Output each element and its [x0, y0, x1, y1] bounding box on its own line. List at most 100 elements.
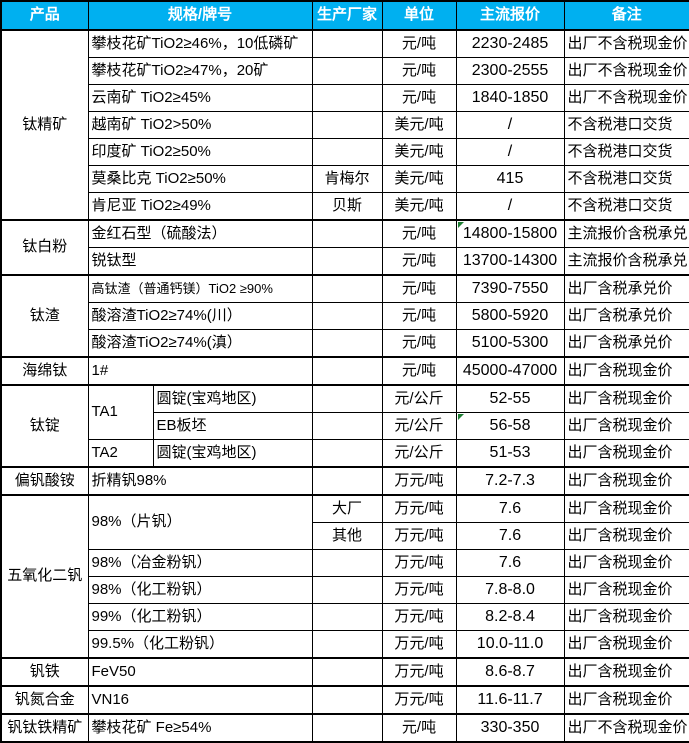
col-header-unit: 单位: [381, 0, 457, 31]
spec-cell: 99%（化工粉钒）: [87, 603, 313, 631]
table-row: 钒钛铁精矿 攀枝花矿 Fe≥54% 元/吨 330-350 出厂不含税现金价: [0, 713, 689, 743]
spec-cell: 云南矿 TiO2≥45%: [87, 84, 313, 112]
unit-cell: 美元/吨: [381, 192, 457, 221]
note-cell: 出厂含税现金价: [563, 630, 689, 659]
table-row: 99.5%（化工粉钒） 万元/吨 10.0-11.0 出厂含税现金价: [1, 630, 689, 659]
note-cell: 不含税港口交货: [563, 138, 689, 166]
product-cell: 钛白粉: [0, 219, 89, 276]
unit-cell: 元/吨: [381, 329, 457, 358]
manufacturer-cell: [311, 384, 383, 413]
table-row: 钛渣 高钛渣（普通钙镁）TiO2 ≥90% 元/吨 7390-7550 出厂含税…: [0, 274, 689, 358]
manufacturer-cell: [311, 685, 383, 715]
price-cell: 14800-15800: [455, 219, 565, 248]
product-cell: 钛锭: [0, 384, 89, 468]
note-cell: 出厂含税现金价: [563, 685, 689, 715]
unit-cell: 元/公斤: [381, 412, 457, 440]
grade-cell: TA2: [87, 439, 154, 468]
price-value: 14800-15800: [462, 225, 558, 243]
table-row: 莫桑比克 TiO2≥50% 肯梅尔 美元/吨 415 不含税港口交货: [1, 165, 689, 193]
note-cell: 出厂含税承兑价: [563, 274, 689, 303]
price-cell: 8.6-8.7: [455, 657, 565, 687]
spec-cell: 攀枝花矿TiO2≥47%，20矿: [87, 57, 313, 85]
note-cell: 出厂含税现金价: [563, 466, 689, 496]
manufacturer-cell: [311, 603, 383, 631]
spec-cell: 越南矿 TiO2>50%: [87, 111, 313, 139]
unit-cell: 元/吨: [381, 247, 457, 276]
header-row: 产品 规格/牌号 生产厂家 单位 主流报价 备注: [0, 0, 689, 31]
spec-cell: 攀枝花矿 Fe≥54%: [87, 713, 313, 743]
col-header-manufacturer: 生产厂家: [311, 0, 383, 31]
table-row: 锐钛型 元/吨 13700-14300 主流报价含税承兑: [1, 247, 689, 276]
table-row: 攀枝花矿TiO2≥47%，20矿 元/吨 2300-2555 出厂不含税现金价: [1, 57, 689, 85]
spec-cell: 98%（化工粉钒）: [87, 576, 313, 604]
manufacturer-cell: [311, 630, 383, 659]
table-row: 98%（冶金粉钒） 万元/吨 7.6 出厂含税现金价: [1, 549, 689, 577]
product-cell: 钛渣: [0, 274, 89, 358]
spec-cell: VN16: [87, 685, 313, 715]
manufacturer-cell: 大厂: [311, 494, 383, 523]
spec-cell: 98%（冶金粉钒）: [87, 549, 313, 577]
unit-cell: 万元/吨: [381, 630, 457, 659]
table-row: 肯尼亚 TiO2≥49% 贝斯 美元/吨 / 不含税港口交货: [1, 192, 689, 221]
price-cell: 10.0-11.0: [455, 630, 565, 659]
unit-cell: 美元/吨: [381, 165, 457, 193]
price-cell: 56-58: [455, 412, 565, 440]
unit-cell: 万元/吨: [381, 685, 457, 715]
unit-cell: 美元/吨: [381, 138, 457, 166]
manufacturer-cell: [311, 329, 383, 358]
product-cell: 钒钛铁精矿: [0, 713, 89, 743]
manufacturer-cell: [311, 412, 383, 440]
spec-cell: 酸溶渣TiO2≥74%(滇）: [87, 329, 313, 358]
table-row: 98%（化工粉钒） 万元/吨 7.8-8.0 出厂含税现金价: [1, 576, 689, 604]
unit-cell: 元/吨: [381, 356, 457, 386]
unit-cell: 万元/吨: [381, 522, 457, 550]
price-cell: 52-55: [455, 384, 565, 413]
note-cell: 出厂不含税现金价: [563, 84, 689, 112]
manufacturer-cell: 肯梅尔: [311, 165, 383, 193]
price-cell: /: [455, 192, 565, 221]
note-cell: 出厂不含税现金价: [563, 29, 689, 58]
price-cell: 45000-47000: [455, 356, 565, 386]
spec-cell: 金红石型（硫酸法）: [87, 219, 313, 248]
price-cell: 415: [455, 165, 565, 193]
spec-cell: FeV50: [87, 657, 313, 687]
table-row: 酸溶渣TiO2≥74%(滇） 元/吨 5100-5300 出厂含税承兑价: [1, 329, 689, 358]
price-cell: /: [455, 111, 565, 139]
unit-cell: 万元/吨: [381, 603, 457, 631]
manufacturer-cell: 贝斯: [311, 192, 383, 221]
spec-cell: 99.5%（化工粉钒）: [87, 630, 313, 659]
note-cell: 出厂含税现金价: [563, 439, 689, 468]
price-cell: 5800-5920: [455, 302, 565, 330]
table-row: 钒氮合金 VN16 万元/吨 11.6-11.7 出厂含税现金价: [0, 685, 689, 715]
green-corner-flag-icon: [457, 414, 464, 420]
price-cell: 5100-5300: [455, 329, 565, 358]
price-value: 56-58: [489, 417, 531, 435]
price-cell: 11.6-11.7: [455, 685, 565, 715]
unit-cell: 元/吨: [381, 713, 457, 743]
unit-cell: 元/吨: [381, 29, 457, 58]
table-row: EB板坯 元/公斤 56-58 出厂含税现金价: [1, 412, 689, 440]
spec-cell: 1#: [87, 356, 313, 386]
green-corner-flag-icon: [457, 222, 464, 228]
note-cell: 出厂含税现金价: [563, 412, 689, 440]
note-cell: 出厂含税现金价: [563, 522, 689, 550]
note-cell: 主流报价含税承兑: [563, 219, 689, 248]
product-cell: 钒氮合金: [0, 685, 89, 715]
manufacturer-cell: [311, 356, 383, 386]
note-cell: 出厂含税现金价: [563, 494, 689, 523]
product-cell: 五氧化二钒: [0, 494, 89, 659]
note-cell: 出厂含税承兑价: [563, 329, 689, 358]
spec-cell: 印度矿 TiO2≥50%: [87, 138, 313, 166]
note-cell: 出厂含税现金价: [563, 576, 689, 604]
unit-cell: 万元/吨: [381, 576, 457, 604]
manufacturer-cell: 其他: [311, 522, 383, 550]
unit-cell: 万元/吨: [381, 466, 457, 496]
table-row: 钛锭 TA1 圆锭(宝鸡地区) 元/公斤 52-55 出厂含税现金价: [0, 384, 689, 468]
spec-cell: 肯尼亚 TiO2≥49%: [87, 192, 313, 221]
price-cell: 2230-2485: [455, 29, 565, 58]
manufacturer-cell: [311, 466, 383, 496]
unit-cell: 元/吨: [381, 57, 457, 85]
table-row: 钛白粉 金红石型（硫酸法） 元/吨 14800-15800 主流报价含税承兑: [0, 219, 689, 276]
price-cell: 7.8-8.0: [455, 576, 565, 604]
